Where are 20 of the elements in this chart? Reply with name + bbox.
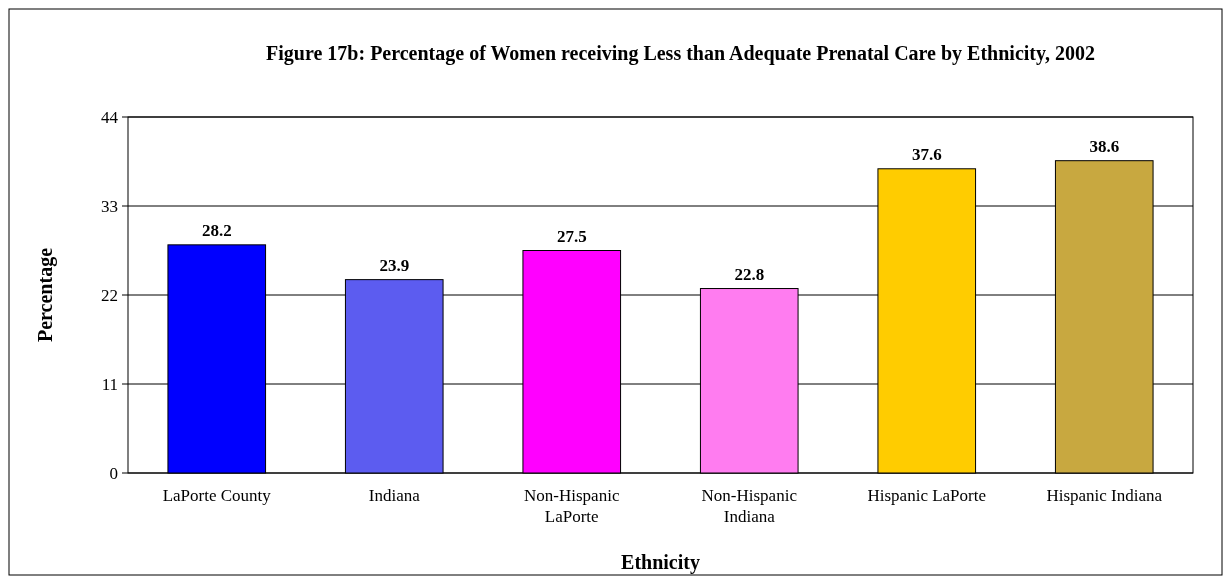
x-axis-title: Ethnicity	[621, 551, 700, 574]
y-tick-label: 0	[109, 463, 118, 483]
chart-title: Figure 17b: Percentage of Women receiving Less than Adequate Prenatal Care by Ethnicity, 2002	[266, 42, 1095, 65]
y-tick-label: 33	[101, 196, 118, 216]
x-tick-label: LaPorte County	[162, 486, 272, 505]
x-tick-label: Non-Hispanic LaPorte	[524, 486, 620, 526]
y-tick-label: 22	[101, 285, 118, 305]
x-tick-label: Non-Hispanic Indiana	[701, 486, 798, 526]
data-label: 38.6	[1089, 136, 1120, 156]
data-label: 28.2	[201, 220, 232, 240]
data-label: 27.5	[556, 226, 587, 246]
data-label: 22.8	[734, 264, 765, 284]
y-axis-title: Percentage	[34, 247, 57, 343]
x-tick-label: Hispanic Indiana	[1046, 486, 1163, 505]
y-tick-label: 11	[101, 374, 118, 394]
x-tick-label: Indiana	[368, 486, 421, 505]
x-tick-label: Hispanic LaPorte	[867, 486, 986, 505]
y-tick-label: 44	[101, 107, 119, 127]
data-label: 37.6	[911, 144, 942, 164]
data-label: 23.9	[379, 255, 410, 275]
